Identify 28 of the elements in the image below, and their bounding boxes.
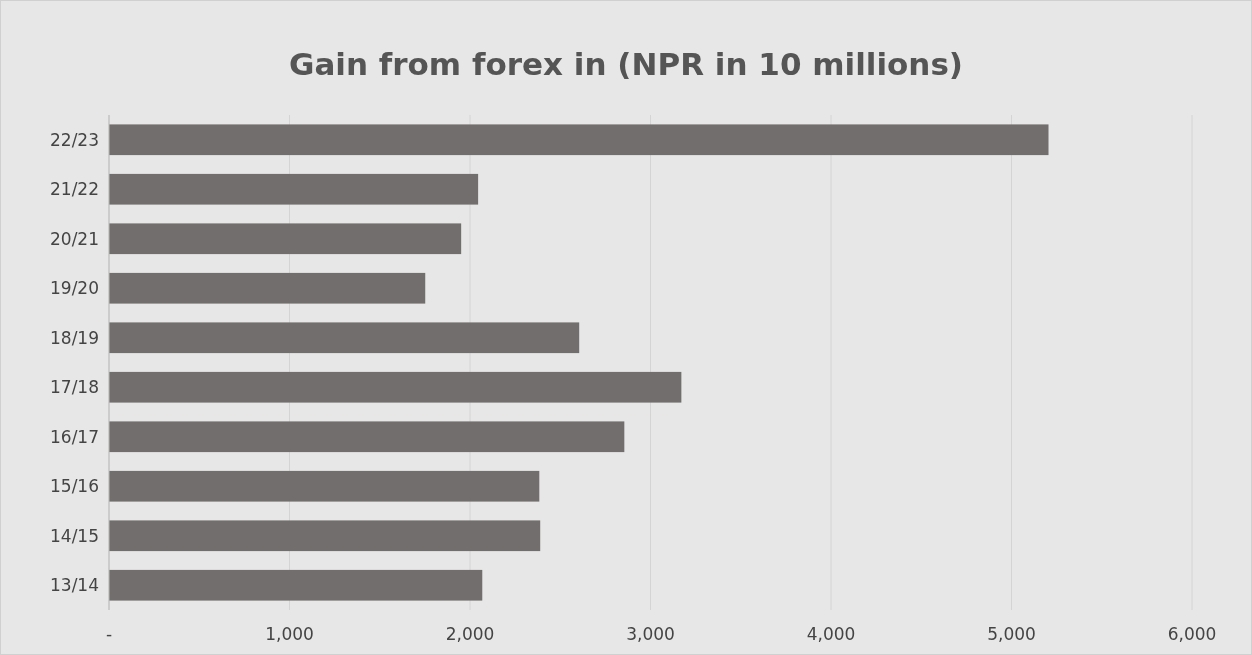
bar — [109, 272, 426, 304]
y-tick-label: 19/20 — [50, 278, 99, 299]
bar — [109, 470, 540, 502]
y-tick-label: 15/16 — [50, 476, 99, 497]
bar — [109, 371, 682, 403]
bar — [109, 569, 483, 601]
x-tick-label: 4,000 — [806, 624, 856, 644]
y-tick-label: 17/18 — [50, 377, 99, 398]
y-tick-label: 21/22 — [50, 179, 99, 200]
x-tick-label: 5,000 — [987, 624, 1036, 644]
y-tick-label: 16/17 — [50, 426, 99, 447]
bar — [109, 173, 479, 205]
x-tick-label: - — [105, 624, 113, 644]
bar — [109, 520, 541, 552]
y-tick-label: 13/14 — [50, 575, 99, 596]
x-tick-label: 3,000 — [626, 624, 675, 644]
x-tick-label: 6,000 — [1167, 624, 1217, 644]
y-tick-label: 22/23 — [50, 129, 99, 150]
bar — [109, 421, 625, 453]
bar — [109, 223, 462, 255]
chart-title: Gain from forex in (NPR in 10 millions) — [288, 46, 964, 82]
x-tick-label: 2,000 — [445, 624, 495, 644]
y-tick-label: 14/15 — [50, 525, 99, 546]
bar — [109, 322, 580, 354]
y-tick-label: 20/21 — [50, 228, 99, 249]
x-tick-label: 1,000 — [265, 624, 314, 644]
y-tick-label: 18/19 — [50, 327, 99, 348]
bar — [109, 124, 1049, 156]
